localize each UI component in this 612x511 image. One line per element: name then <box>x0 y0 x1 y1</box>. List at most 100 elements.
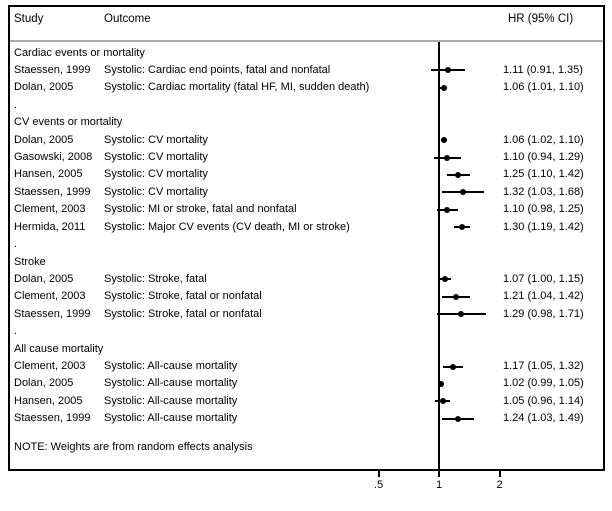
forest-row: Hansen, 2005 Systolic: CV mortality 1.25 (… <box>0 166 612 183</box>
forest-row: Dolan, 2005 Systolic: All-cause mortality… <box>0 375 612 392</box>
col-header-hr-ci: HR (95% CI) <box>508 13 574 25</box>
point-estimate-marker <box>452 293 459 300</box>
forest-row: Staessen, 1999 Systolic: All-cause mortal… <box>0 410 612 427</box>
point-estimate-marker <box>460 189 467 196</box>
spacer-dot: . <box>14 325 18 338</box>
point-estimate-marker <box>437 380 444 387</box>
hr-ci-label: 1.07 (1.00, 1.15) <box>503 272 584 285</box>
col-header-outcome: Outcome <box>104 13 151 25</box>
outcome-label: Systolic: All-cause mortality <box>104 412 238 425</box>
point-estimate-marker <box>444 206 451 213</box>
forest-row: Dolan, 2005 Systolic: Cardiac mortality (… <box>0 79 612 96</box>
spacer-dot: . <box>14 238 18 251</box>
point-estimate-marker <box>441 84 448 91</box>
forest-row: Clement, 2003 Systolic: MI or stroke, fat… <box>0 201 612 218</box>
outcome-label: Systolic: CV mortality <box>104 168 208 181</box>
outcome-label: Systolic: All-cause mortality <box>104 377 238 390</box>
x-tick <box>498 471 501 477</box>
forest-row: Dolan, 2005 Systolic: CV mortality 1.06 (1… <box>0 132 612 149</box>
study-label: Dolan, 2005 <box>14 133 74 146</box>
study-label: Clement, 2003 <box>14 360 86 373</box>
study-label: Hansen, 2005 <box>14 168 83 181</box>
forest-row: Clement, 2003 Systolic: Stroke, fatal or … <box>0 288 612 305</box>
outcome-label: Systolic: CV mortality <box>104 151 208 164</box>
section-row: All cause mortality <box>0 341 612 358</box>
point-estimate-marker <box>445 67 452 74</box>
reference-line-hr1 <box>438 42 440 469</box>
hr-ci-label: 1.24 (1.03, 1.49) <box>503 412 584 425</box>
section-row: Cardiac events or mortality <box>0 45 612 62</box>
forest-row: Staessen, 1999 Systolic: Stroke, fatal or… <box>0 306 612 323</box>
spacer-row: . <box>0 236 612 253</box>
study-label: Dolan, 2005 <box>14 81 74 94</box>
outcome-label: Systolic: Stroke, fatal <box>104 272 207 285</box>
point-estimate-marker <box>441 137 448 144</box>
x-tick <box>438 471 440 477</box>
study-label: Hansen, 2005 <box>14 394 83 407</box>
hr-ci-label: 1.05 (0.96, 1.14) <box>503 394 584 407</box>
section-label: CV events or mortality <box>14 116 123 129</box>
header-separator-line <box>10 40 603 42</box>
hr-ci-label: 1.30 (1.19, 1.42) <box>503 220 584 233</box>
forest-row: Dolan, 2005 Systolic: Stroke, fatal 1.07 (… <box>0 271 612 288</box>
forest-row: Staessen, 1999 Systolic: Cardiac end poin… <box>0 62 612 79</box>
forest-row: Staessen, 1999 Systolic: CV mortality 1.32… <box>0 184 612 201</box>
outcome-label: Systolic: Cardiac mortality (fatal HF, M… <box>104 81 370 94</box>
study-label: Gasowski, 2008 <box>14 151 93 164</box>
point-estimate-marker <box>441 276 448 283</box>
study-label: Clement, 2003 <box>14 290 86 303</box>
forest-row: Clement, 2003 Systolic: All-cause mortali… <box>0 358 612 375</box>
hr-ci-label: 1.25 (1.10, 1.42) <box>503 168 584 181</box>
spacer-dot: . <box>14 98 18 111</box>
point-estimate-marker <box>444 154 451 161</box>
hr-ci-label: 1.10 (0.94, 1.29) <box>503 151 584 164</box>
outcome-label: Systolic: Stroke, fatal or nonfatal <box>104 290 262 303</box>
outcome-label: Systolic: Cardiac end points, fatal and … <box>104 63 331 76</box>
section-label: Cardiac events or mortality <box>14 46 145 59</box>
hr-ci-label: 1.29 (0.98, 1.71) <box>503 307 584 320</box>
x-tick <box>377 471 380 477</box>
study-label: Dolan, 2005 <box>14 272 74 285</box>
forest-row: Gasowski, 2008 Systolic: CV mortality 1.10… <box>0 149 612 166</box>
study-label: Staessen, 1999 <box>14 185 91 198</box>
x-tick-label: 1 <box>435 479 443 491</box>
outcome-label: Systolic: All-cause mortality <box>104 360 238 373</box>
study-label: Clement, 2003 <box>14 203 86 216</box>
hr-ci-label: 1.11 (0.91, 1.35) <box>503 63 583 76</box>
col-header-study: Study <box>14 13 44 25</box>
outcome-label: Systolic: Stroke, fatal or nonfatal <box>104 307 262 320</box>
note-text: NOTE: Weights are from random effects an… <box>14 441 253 453</box>
study-label: Staessen, 1999 <box>14 412 91 425</box>
x-tick-label: .5 <box>373 479 384 491</box>
section-label: All cause mortality <box>14 342 104 355</box>
outcome-label: Systolic: Major CV events (CV death, MI … <box>104 220 350 233</box>
forest-row: Hermida, 2011 Systolic: Major CV events (… <box>0 219 612 236</box>
hr-ci-label: 1.21 (1.04, 1.42) <box>503 290 584 303</box>
point-estimate-marker <box>458 224 465 231</box>
hr-ci-label: 1.06 (1.01, 1.10) <box>503 81 584 94</box>
section-label: Stroke <box>14 255 46 268</box>
outcome-label: Systolic: All-cause mortality <box>104 394 238 407</box>
hr-ci-label: 1.32 (1.03, 1.68) <box>503 185 584 198</box>
study-label: Staessen, 1999 <box>14 307 91 320</box>
spacer-row: . <box>0 97 612 114</box>
point-estimate-marker <box>449 363 456 370</box>
point-estimate-marker <box>458 311 465 318</box>
outcome-label: Systolic: CV mortality <box>104 133 208 146</box>
point-estimate-marker <box>454 415 461 422</box>
forest-row: Hansen, 2005 Systolic: All-cause mortalit… <box>0 393 612 410</box>
x-tick-label: 2 <box>496 479 503 491</box>
section-row: Stroke <box>0 254 612 271</box>
section-row: CV events or mortality <box>0 114 612 131</box>
study-label: Dolan, 2005 <box>14 377 74 390</box>
hr-ci-label: 1.17 (1.05, 1.32) <box>503 360 584 373</box>
point-estimate-marker <box>440 398 447 405</box>
study-label: Hermida, 2011 <box>14 220 86 233</box>
plot-frame <box>8 5 605 471</box>
hr-ci-label: 1.06 (1.02, 1.10) <box>503 133 584 146</box>
point-estimate-marker <box>455 171 462 178</box>
study-label: Staessen, 1999 <box>14 63 91 76</box>
spacer-row: . <box>0 323 612 340</box>
hr-ci-label: 1.10 (0.98, 1.25) <box>503 203 584 216</box>
